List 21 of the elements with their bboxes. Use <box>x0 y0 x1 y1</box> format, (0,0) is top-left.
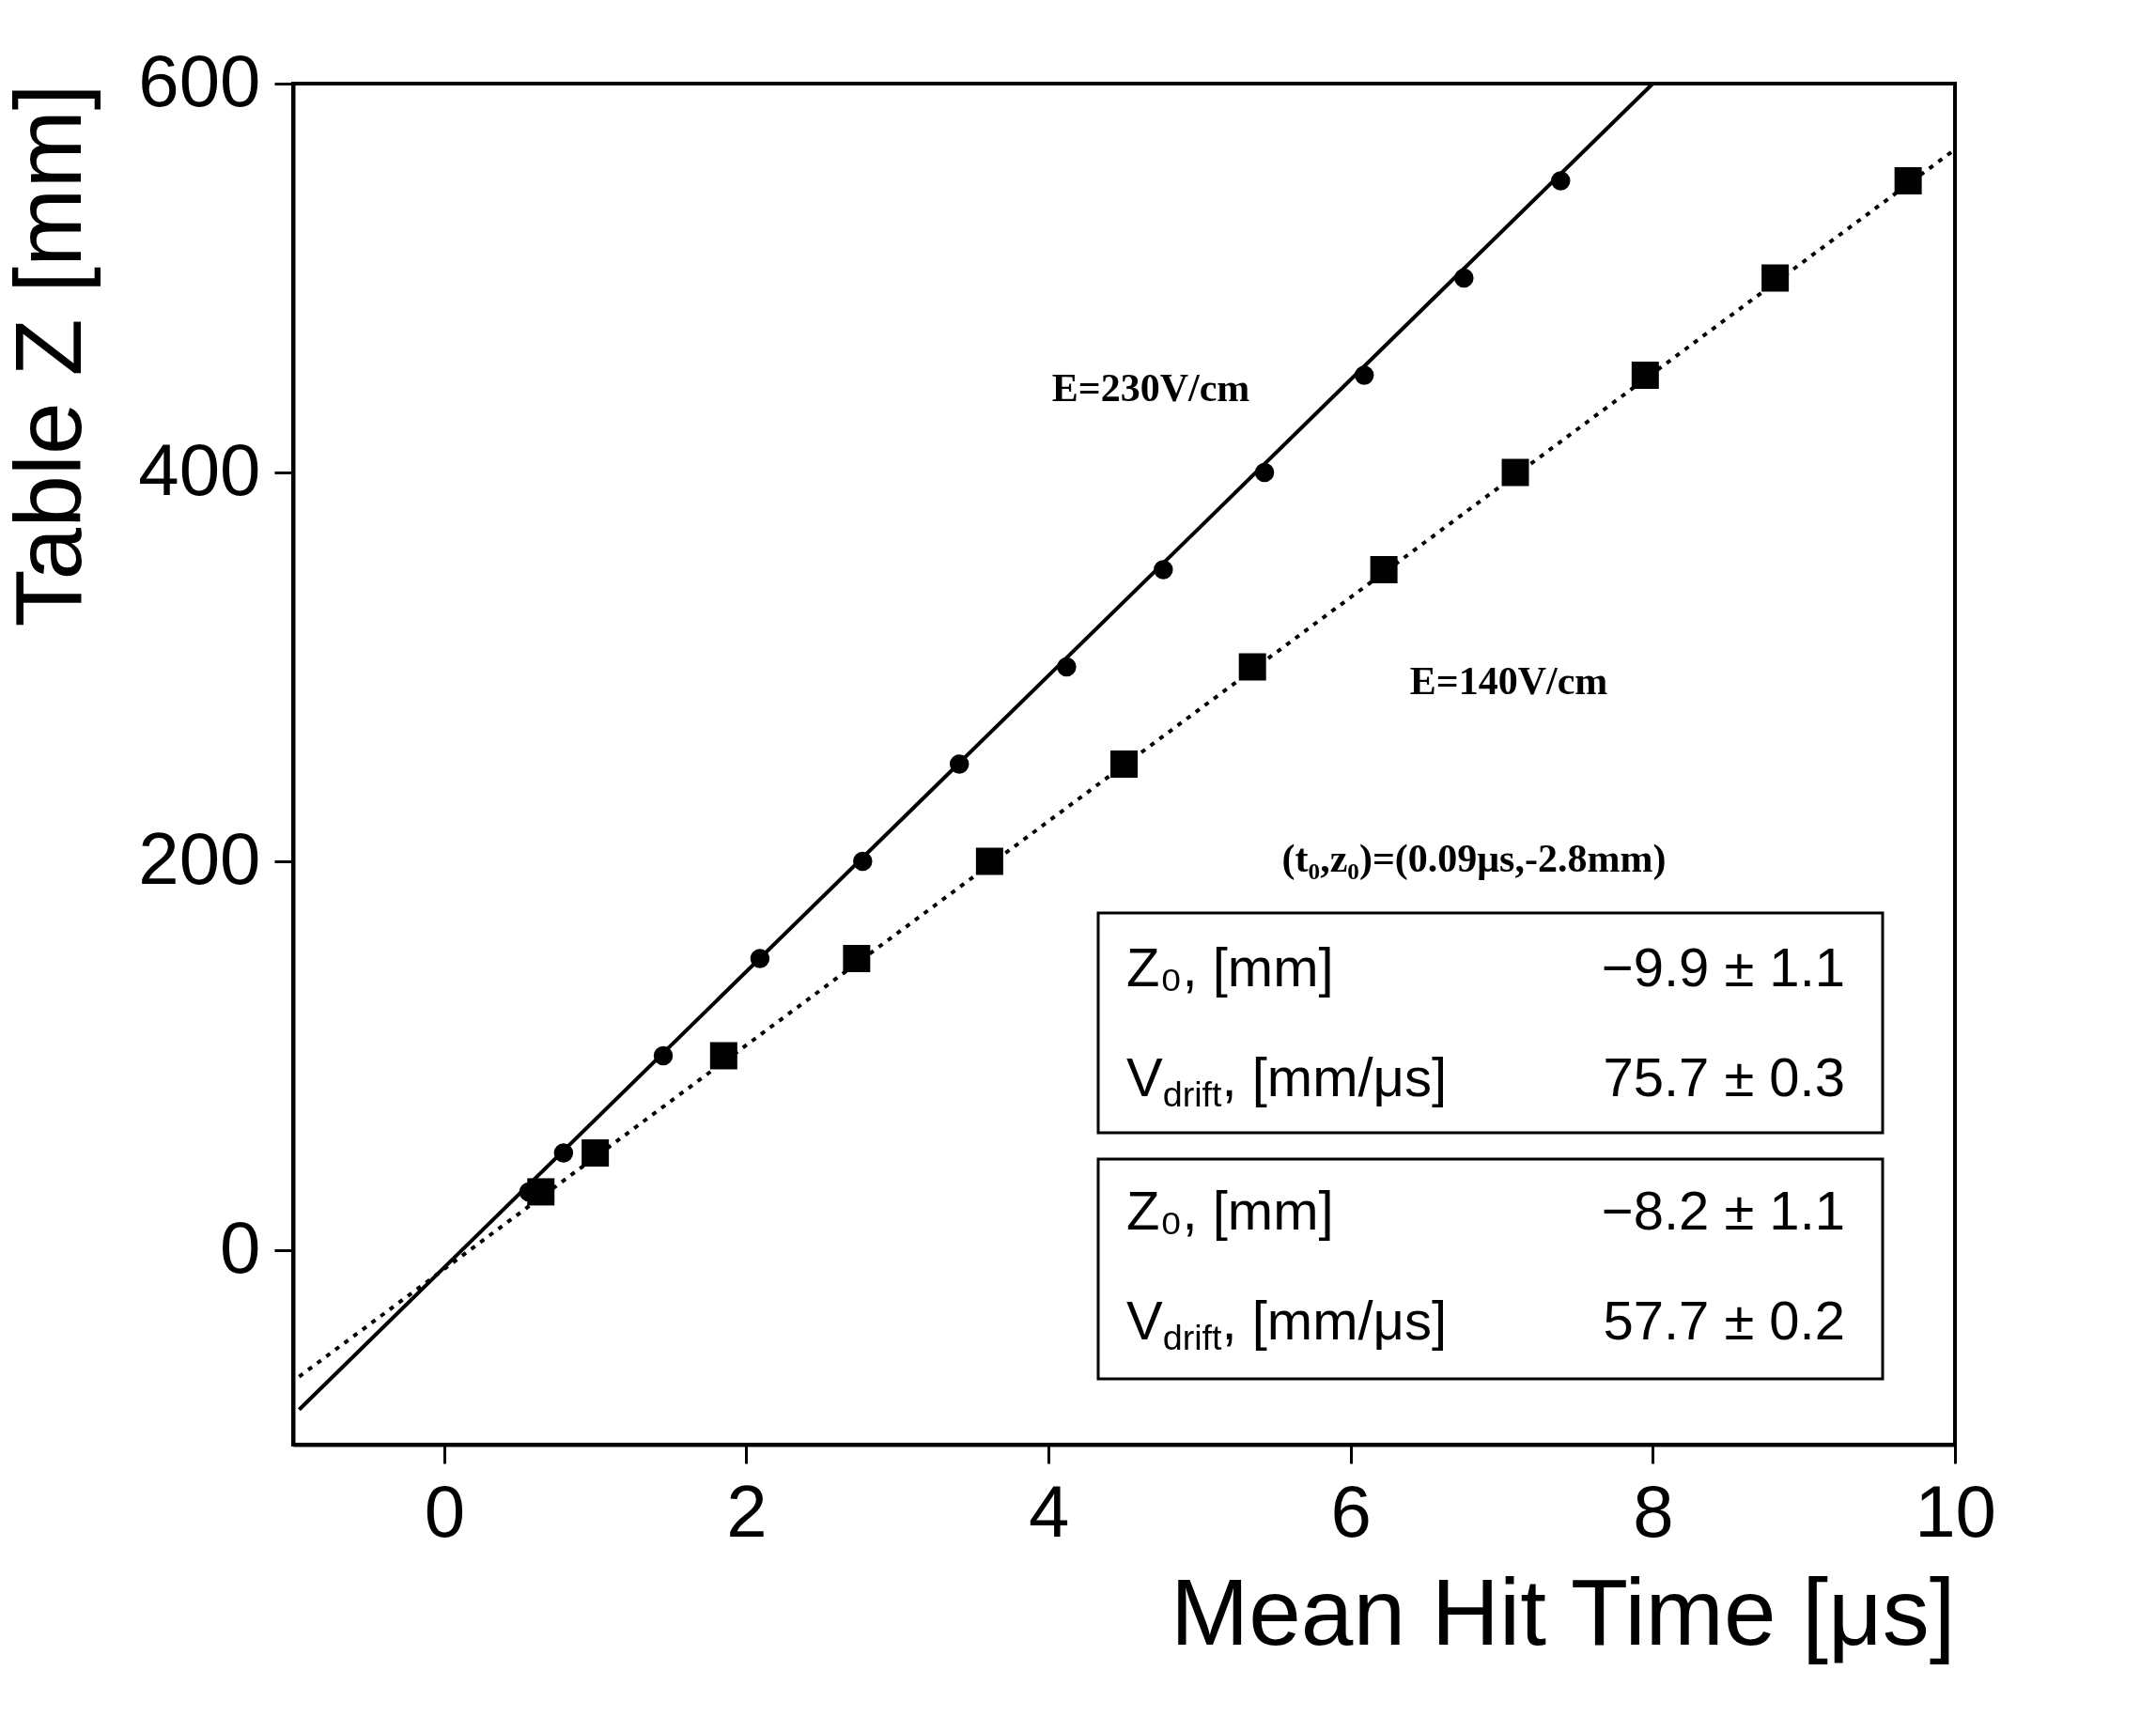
y-tick-label: 600 <box>138 39 261 122</box>
x-tick-label: 4 <box>1028 1469 1070 1553</box>
annotation: −9.9 ± 1.1 <box>1601 936 1845 998</box>
annotation: −8.2 ± 1.1 <box>1601 1180 1845 1241</box>
x-tick-label: 0 <box>424 1469 466 1553</box>
x-tick-label: 10 <box>1915 1469 1996 1553</box>
y-tick-label: 400 <box>138 427 261 511</box>
x-tick-label: 6 <box>1330 1469 1372 1553</box>
y-tick-label: 0 <box>220 1205 261 1289</box>
annotation: E=230V/cm <box>1051 366 1250 410</box>
y-axis-title: Table Z [mm] <box>0 84 101 627</box>
annotation: E=140V/cm <box>1409 659 1608 703</box>
annotation: (t₀,z₀)=(0.09μs,-2.8mm) <box>1281 837 1667 881</box>
y-tick-label: 200 <box>138 816 261 900</box>
annotation: Z₀, [mm] <box>1126 1180 1334 1241</box>
x-tick-label: 2 <box>726 1469 768 1553</box>
annotation: 75.7 ± 0.3 <box>1603 1046 1845 1107</box>
x-axis-title: Mean Hit Time [μs] <box>1170 1558 1956 1664</box>
x-tick-label: 8 <box>1633 1469 1674 1553</box>
annotation: 57.7 ± 0.2 <box>1603 1290 1845 1351</box>
annotation: Z₀, [mm] <box>1126 936 1334 998</box>
